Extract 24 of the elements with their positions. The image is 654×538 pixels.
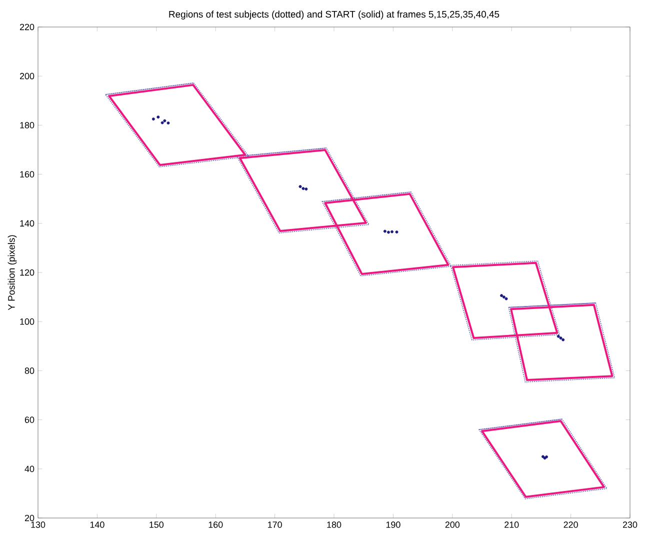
y-axis-title: Y Position (pixels) — [8, 235, 17, 310]
x-tick-label: 170 — [268, 522, 282, 528]
y-tick-label: 200 — [20, 72, 34, 80]
chart-title: Regions of test subjects (dotted) and START (solid) at frames 5,15,25,35,40,45 — [169, 10, 500, 20]
y-tick-label: 120 — [20, 269, 34, 276]
y-tick-label: 160 — [20, 171, 34, 178]
y-tick-label: 20 — [24, 514, 34, 522]
x-tick-label: 190 — [386, 522, 400, 528]
y-tick-label: 100 — [20, 318, 34, 325]
y-tick-label: 80 — [24, 368, 34, 374]
x-tick-label: 180 — [327, 522, 342, 528]
y-tick-label: 140 — [20, 220, 34, 227]
y-tick-label: 60 — [24, 416, 34, 423]
x-tick-label: 130 — [31, 522, 46, 528]
y-tick-label: 40 — [24, 466, 34, 472]
x-tick-label: 150 — [150, 522, 164, 528]
x-tick-label: 230 — [622, 522, 638, 528]
x-tick-label: 200 — [445, 522, 460, 528]
x-tick-label: 160 — [208, 522, 223, 528]
x-tick-label: 210 — [504, 522, 519, 528]
y-tick-label: 220 — [20, 24, 34, 30]
x-tick-label: 140 — [90, 522, 104, 528]
x-tick-label: 220 — [564, 522, 578, 528]
y-tick-label: 180 — [20, 122, 34, 128]
